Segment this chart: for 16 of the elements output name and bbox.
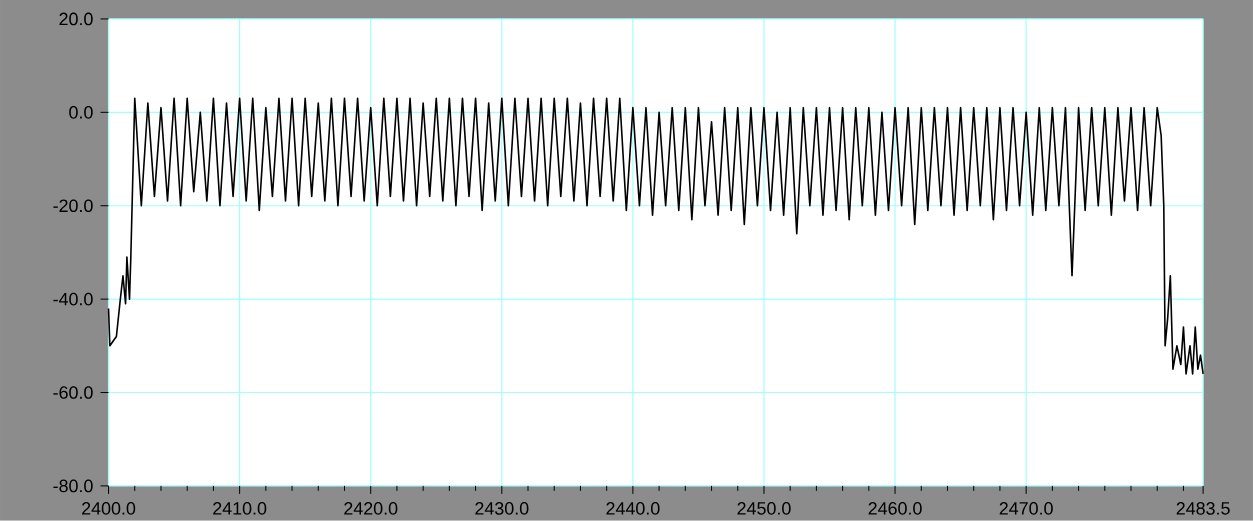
x-tick-label: 2450.0 [737,502,791,515]
x-tick-label: 2440.0 [606,502,660,515]
x-tick-label: 2400.0 [82,502,136,515]
x-tick-label: 2460.0 [868,502,922,515]
x-tick-label: 2410.0 [213,502,267,515]
line-series [107,97,1204,375]
y-tick-label: -80.0 [53,479,93,493]
y-tick-label: 0.0 [69,106,93,119]
x-tick-label: 2420.0 [344,502,398,515]
y-tick-label: -40.0 [53,292,93,306]
y-tick-label: -20.0 [53,199,93,213]
x-tick-label: 2483.5 [1176,502,1230,515]
y-tick-label: 20.0 [59,12,93,26]
x-tick-label: 2430.0 [475,502,529,515]
y-tick-label: -60.0 [53,386,93,400]
x-tick-label: 2470.0 [999,502,1053,515]
